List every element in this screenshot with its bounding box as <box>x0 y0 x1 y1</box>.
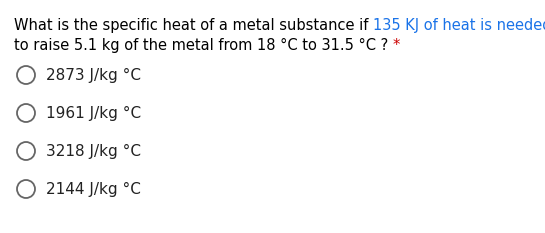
Text: What is the specific heat of a metal substance if: What is the specific heat of a metal sub… <box>14 18 373 33</box>
Text: 135 KJ of heat is needed: 135 KJ of heat is needed <box>373 18 545 33</box>
Text: 2144 J/kg °C: 2144 J/kg °C <box>46 182 141 196</box>
Text: 3218 J/kg °C: 3218 J/kg °C <box>46 144 141 158</box>
Text: to raise 5.1 kg of the metal from 18 °C to 31.5 °C ?: to raise 5.1 kg of the metal from 18 °C … <box>14 38 393 53</box>
Text: *: * <box>393 38 400 53</box>
Text: 2873 J/kg °C: 2873 J/kg °C <box>46 68 141 82</box>
Text: 1961 J/kg °C: 1961 J/kg °C <box>46 106 141 120</box>
